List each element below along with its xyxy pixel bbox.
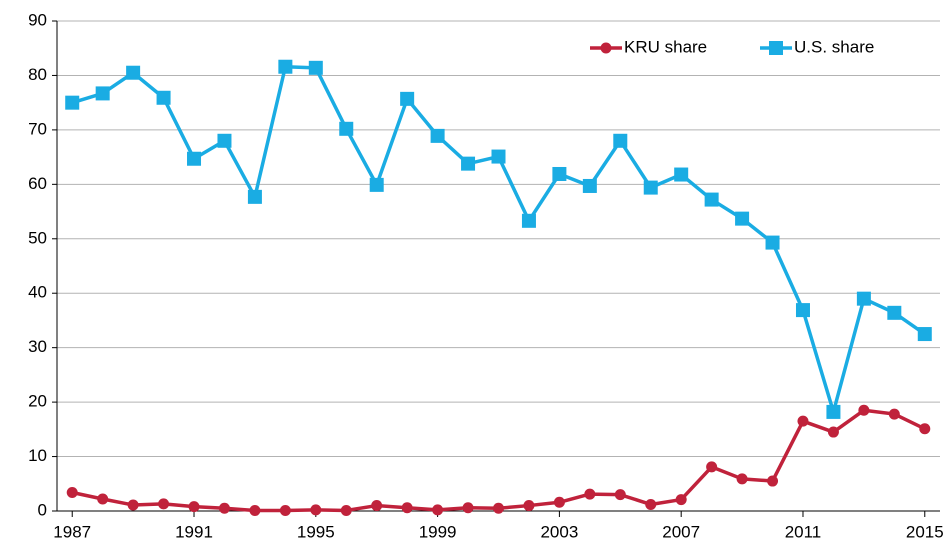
marker — [553, 496, 565, 508]
marker — [66, 486, 78, 498]
y-tick-label: 10 — [28, 446, 47, 465]
y-tick-label: 90 — [28, 10, 47, 29]
x-tick-label: 1999 — [419, 522, 457, 541]
x-tick-label: 2015 — [906, 522, 944, 541]
x-tick-label: 2007 — [662, 522, 700, 541]
marker — [308, 60, 323, 75]
marker — [400, 91, 415, 106]
legend-label: U.S. share — [794, 37, 874, 56]
marker — [156, 90, 171, 105]
marker — [675, 494, 687, 506]
series-line — [71, 64, 926, 414]
marker — [401, 502, 413, 514]
marker — [158, 498, 170, 510]
marker — [856, 291, 871, 306]
marker — [584, 488, 596, 500]
marker — [552, 166, 567, 181]
marker — [278, 59, 293, 74]
marker — [917, 327, 932, 342]
marker — [188, 501, 200, 513]
marker — [826, 404, 841, 419]
marker — [704, 192, 719, 207]
y-tick-label: 40 — [28, 283, 47, 302]
x-tick-label: 2011 — [785, 522, 822, 541]
x-tick-label: 1991 — [175, 522, 213, 541]
marker — [887, 305, 902, 320]
marker — [614, 489, 626, 501]
marker — [310, 504, 322, 516]
marker — [461, 156, 476, 171]
marker — [858, 404, 870, 416]
y-tick-label: 50 — [28, 228, 47, 247]
marker — [491, 149, 506, 164]
marker — [674, 167, 689, 182]
marker — [371, 500, 383, 512]
marker — [706, 461, 718, 473]
marker — [432, 504, 444, 516]
legend-label: KRU share — [624, 37, 707, 56]
marker — [65, 95, 80, 110]
marker — [767, 475, 779, 487]
marker — [369, 177, 384, 192]
marker — [521, 213, 536, 228]
x-tick-label: 1987 — [53, 522, 91, 541]
marker — [582, 178, 597, 193]
marker — [645, 498, 657, 510]
marker — [217, 133, 232, 148]
y-tick-label: 60 — [28, 174, 47, 193]
marker — [795, 303, 810, 318]
marker — [613, 133, 628, 148]
marker — [187, 151, 202, 166]
marker — [797, 415, 809, 427]
y-tick-label: 80 — [28, 65, 47, 84]
marker — [888, 408, 900, 420]
marker — [127, 499, 139, 511]
marker — [493, 502, 504, 514]
marker — [919, 423, 931, 435]
x-tick-label: 2003 — [540, 522, 578, 541]
marker — [430, 128, 445, 143]
marker — [523, 500, 535, 512]
marker — [339, 121, 354, 136]
marker — [249, 504, 261, 516]
marker — [735, 211, 750, 226]
marker — [279, 504, 291, 516]
legend-marker — [600, 42, 612, 54]
y-tick-label: 0 — [38, 500, 47, 519]
legend-marker — [769, 41, 783, 55]
x-tick-label: 1995 — [297, 522, 335, 541]
y-tick-label: 20 — [28, 392, 47, 411]
marker — [97, 493, 109, 505]
marker — [765, 235, 780, 250]
marker — [126, 65, 141, 80]
y-tick-label: 70 — [28, 119, 47, 138]
marker — [643, 180, 658, 195]
marker — [247, 189, 262, 204]
marker — [736, 473, 748, 485]
series-line — [71, 408, 926, 513]
y-tick-label: 30 — [28, 337, 47, 356]
marker — [827, 426, 839, 438]
marker — [95, 86, 110, 101]
marker — [218, 502, 230, 514]
marker — [340, 504, 352, 516]
marker — [462, 502, 474, 514]
